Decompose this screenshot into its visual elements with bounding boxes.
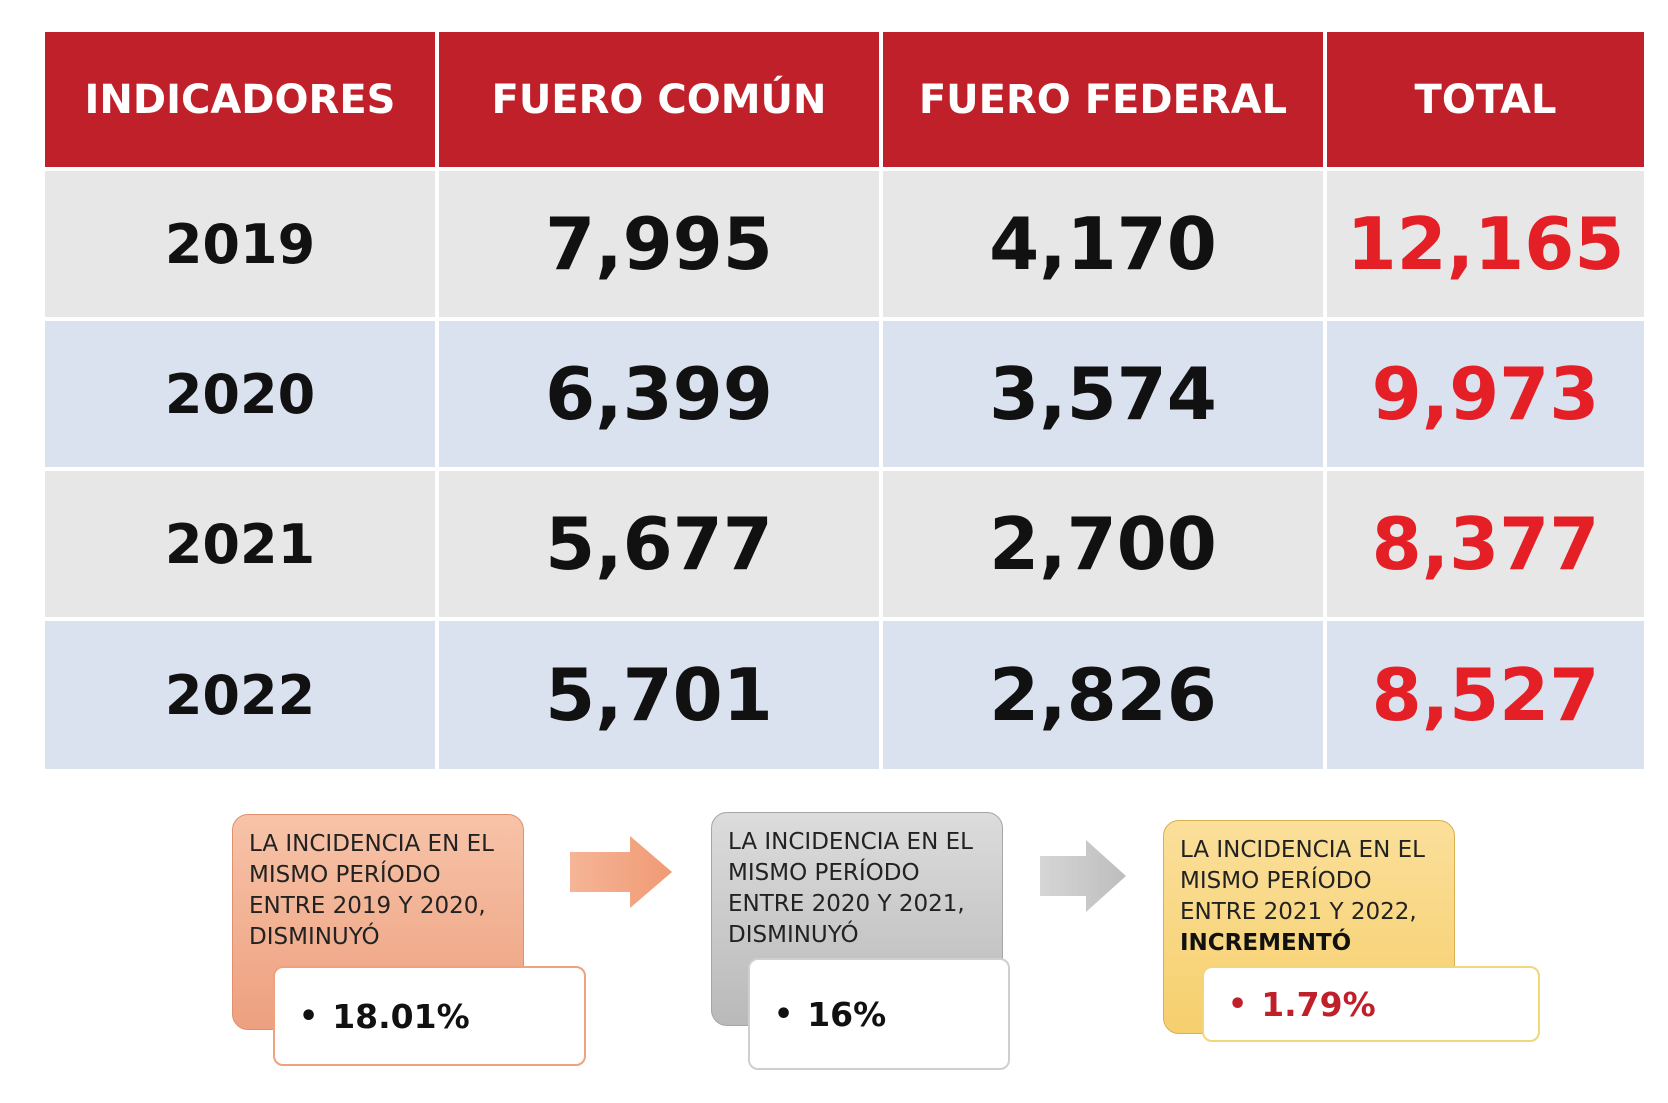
row-2019-total: 12,165: [1327, 171, 1644, 321]
callout-line: DISMINUYÓ: [249, 924, 380, 950]
row-2022-fuero-federal: 2,826: [883, 621, 1327, 773]
percent-value: 18.01%: [332, 996, 470, 1036]
row-2021-total: 8,377: [1327, 471, 1644, 621]
callout-line: ENTRE 2019 Y 2020,: [249, 893, 486, 919]
header-indicadores: INDICADORES: [45, 32, 439, 171]
percent-box-2020-2021: • 16%: [748, 958, 1010, 1070]
percent-box-2021-2022: • 1.79%: [1202, 966, 1540, 1042]
header-fuero-comun: FUERO COMÚN: [439, 32, 883, 171]
row-2020-year: 2020: [45, 321, 439, 471]
header-total: TOTAL: [1327, 32, 1644, 171]
callout-line: MISMO PERÍODO: [728, 860, 920, 886]
callout-line: DISMINUYÓ: [728, 922, 859, 948]
callout-line: LA INCIDENCIA EN EL: [1180, 837, 1425, 863]
row-2020-total: 9,973: [1327, 321, 1644, 471]
row-2022-total: 8,527: [1327, 621, 1644, 773]
callout-line: ENTRE 2021 Y 2022,: [1180, 899, 1417, 925]
row-2021-fuero-federal: 2,700: [883, 471, 1327, 621]
right-arrow-icon: [1040, 840, 1126, 912]
row-2019-year: 2019: [45, 171, 439, 321]
bullet-icon: •: [1228, 986, 1248, 1022]
row-2020-fuero-federal: 3,574: [883, 321, 1327, 471]
percent-value: 1.79%: [1261, 984, 1376, 1024]
percent-box-2019-2020: • 18.01%: [273, 966, 586, 1066]
incidence-table: INDICADORES FUERO COMÚN FUERO FEDERAL TO…: [45, 32, 1644, 773]
callout-line: LA INCIDENCIA EN EL: [728, 829, 973, 855]
row-2019-fuero-comun: 7,995: [439, 171, 883, 321]
callout-line: MISMO PERÍODO: [249, 862, 441, 888]
row-2022-fuero-comun: 5,701: [439, 621, 883, 773]
row-2019-fuero-federal: 4,170: [883, 171, 1327, 321]
header-fuero-federal: FUERO FEDERAL: [883, 32, 1327, 171]
bullet-icon: •: [774, 996, 794, 1032]
row-2022-year: 2022: [45, 621, 439, 773]
callout-line: ENTRE 2020 Y 2021,: [728, 891, 965, 917]
row-2021-fuero-comun: 5,677: [439, 471, 883, 621]
callout-line: MISMO PERÍODO: [1180, 868, 1372, 894]
bullet-icon: •: [299, 998, 319, 1034]
percent-value: 16%: [807, 994, 887, 1034]
right-arrow-icon: [570, 836, 672, 908]
callout-line: LA INCIDENCIA EN EL: [249, 831, 494, 857]
row-2021-year: 2021: [45, 471, 439, 621]
row-2020-fuero-comun: 6,399: [439, 321, 883, 471]
callout-line: INCREMENTÓ: [1180, 930, 1352, 956]
